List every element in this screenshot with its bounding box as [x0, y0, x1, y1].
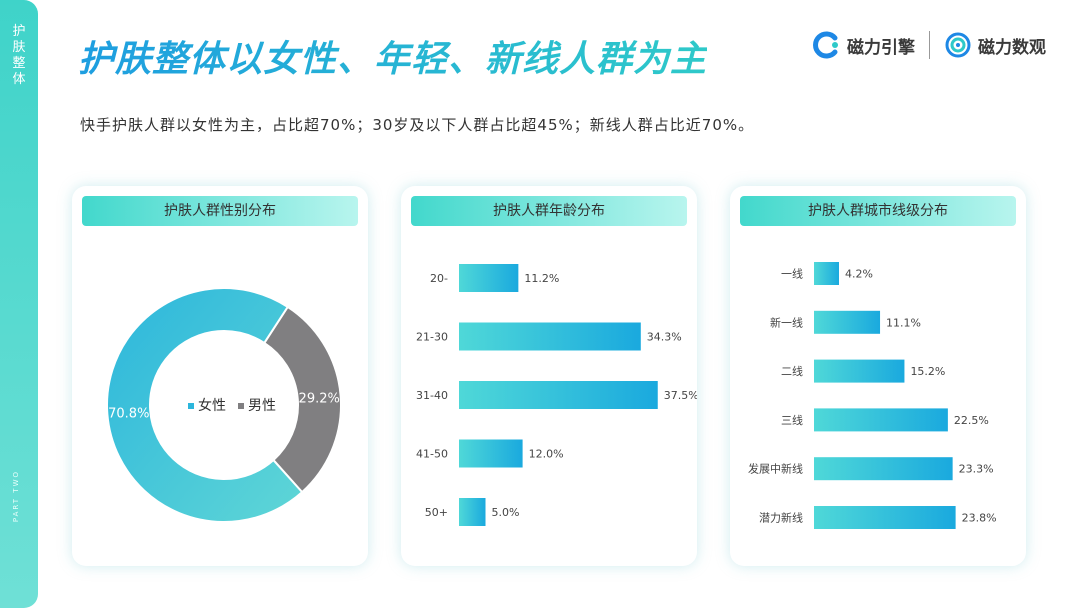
logo-divider	[929, 31, 930, 59]
legend-female-label: 女性	[198, 397, 226, 414]
logo-right-text: 磁力数观	[978, 37, 1046, 58]
city-card: 护肤人群城市线级分布 一线 4.2% 新一线 11.1% 二线 15.2% 三线 22.5% 发…	[730, 186, 1026, 566]
bar-category-label: 潜力新线	[759, 511, 803, 525]
bar-category-label: 31-40	[416, 389, 448, 402]
bar	[814, 506, 956, 529]
logo-cili-engine: 磁力引擎	[811, 30, 915, 60]
pie-slice-female-label: 70.8%	[108, 406, 149, 421]
bar-value-label: 4.2%	[845, 268, 873, 281]
logo-left-text: 磁力引擎	[847, 37, 915, 58]
side-bar: 护肤整体 PART TWO	[0, 0, 38, 608]
bar-category-label: 新一线	[770, 315, 803, 329]
bar-value-label: 23.3%	[959, 463, 994, 476]
bar-value-label: 12.0%	[529, 448, 564, 461]
bar	[459, 498, 486, 526]
pie-slice-female	[106, 287, 304, 523]
bar-category-label: 21-30	[416, 331, 448, 344]
legend-male-swatch	[238, 403, 244, 409]
bar	[814, 457, 953, 481]
cili-data-logo-icon	[945, 32, 971, 58]
part-label: PART TWO	[12, 470, 20, 523]
legend-male-label: 男性	[248, 398, 276, 414]
bar-category-label: 二线	[781, 364, 803, 378]
page-title: 护肤整体以女性、年轻、新线人群为主	[78, 30, 707, 82]
bar	[459, 439, 523, 468]
logo-cili-data: 磁力数观	[944, 31, 1046, 59]
gender-card: 护肤人群性别分布 29.2% 70.8% 女性 男性	[72, 186, 368, 566]
bar	[814, 408, 948, 432]
bar	[459, 264, 519, 292]
bar	[459, 381, 658, 409]
pie-slice-male-label: 29.2%	[299, 392, 340, 407]
bar	[814, 310, 881, 334]
bar-category-label: 三线	[781, 413, 803, 427]
age-card-title: 护肤人群年龄分布	[411, 196, 687, 226]
bar	[459, 322, 641, 351]
bar-value-label: 15.2%	[910, 365, 945, 378]
age-card: 护肤人群年龄分布 20- 11.2% 21-30 34.3% 31-40 37.5% 41-…	[401, 186, 697, 566]
bar-value-label: 5.0%	[492, 506, 520, 519]
bar-category-label: 发展中新线	[748, 462, 803, 476]
bar-category-label: 41-50	[416, 448, 448, 461]
page-subtitle: 快手护肤人群以女性为主，占比超70%；30岁及以下人群占比超45%；新线人群占比…	[80, 116, 755, 134]
city-bar-chart: 一线 4.2% 新一线 11.1% 二线 15.2% 三线 22.5% 发展中新线 23.3% 潜力…	[748, 262, 997, 529]
bar-value-label: 11.1%	[886, 316, 921, 329]
bar-value-label: 11.2%	[524, 272, 559, 285]
bar-category-label: 一线	[781, 267, 803, 281]
logo-group: 磁力引擎 磁力数观	[811, 30, 1046, 60]
age-bar-chart: 20- 11.2% 21-30 34.3% 31-40 37.5% 41-50 12.0% 50…	[416, 264, 697, 526]
legend-female-swatch	[188, 403, 194, 409]
bar-value-label: 37.5%	[664, 389, 697, 402]
bar-category-label: 20-	[430, 272, 448, 285]
bar-category-label: 50+	[425, 506, 448, 519]
bar	[814, 262, 839, 285]
gender-donut-chart: 29.2% 70.8% 女性 男性	[106, 287, 342, 523]
cili-engine-logo-icon	[813, 31, 838, 59]
side-label: 护肤整体	[12, 24, 26, 87]
pie-slice-male	[262, 305, 342, 494]
gender-card-title: 护肤人群性别分布	[82, 196, 358, 226]
bar-value-label: 23.8%	[962, 512, 997, 525]
city-card-title: 护肤人群城市线级分布	[740, 196, 1016, 226]
bar-value-label: 34.3%	[647, 331, 682, 344]
bar	[814, 359, 905, 383]
bar-value-label: 22.5%	[954, 414, 989, 427]
